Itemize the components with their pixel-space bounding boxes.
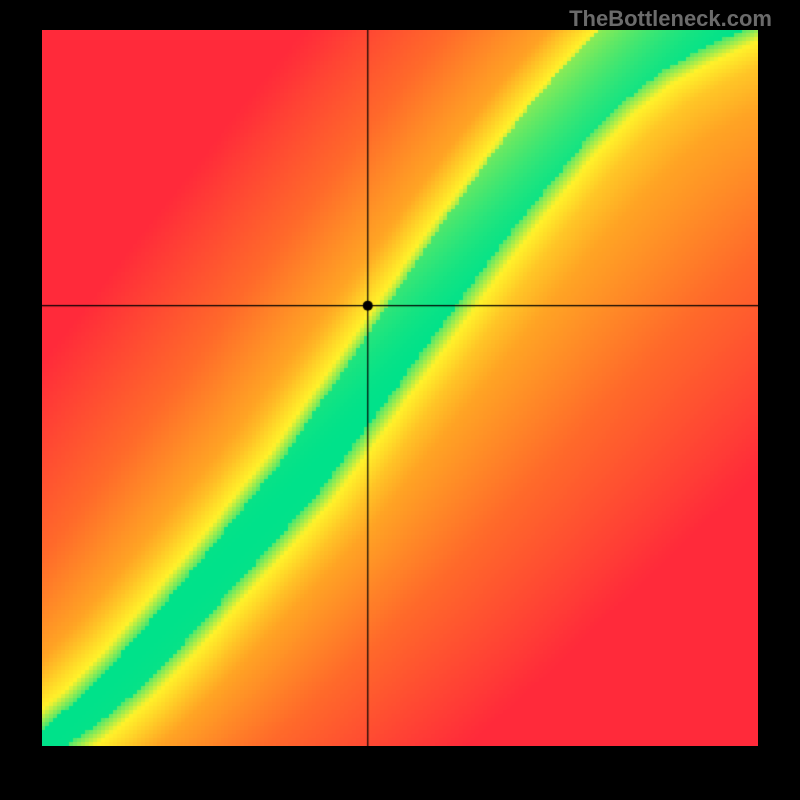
chart-container: TheBottleneck.com [0, 0, 800, 800]
watermark-text: TheBottleneck.com [569, 6, 772, 32]
bottleneck-heatmap [42, 30, 758, 746]
